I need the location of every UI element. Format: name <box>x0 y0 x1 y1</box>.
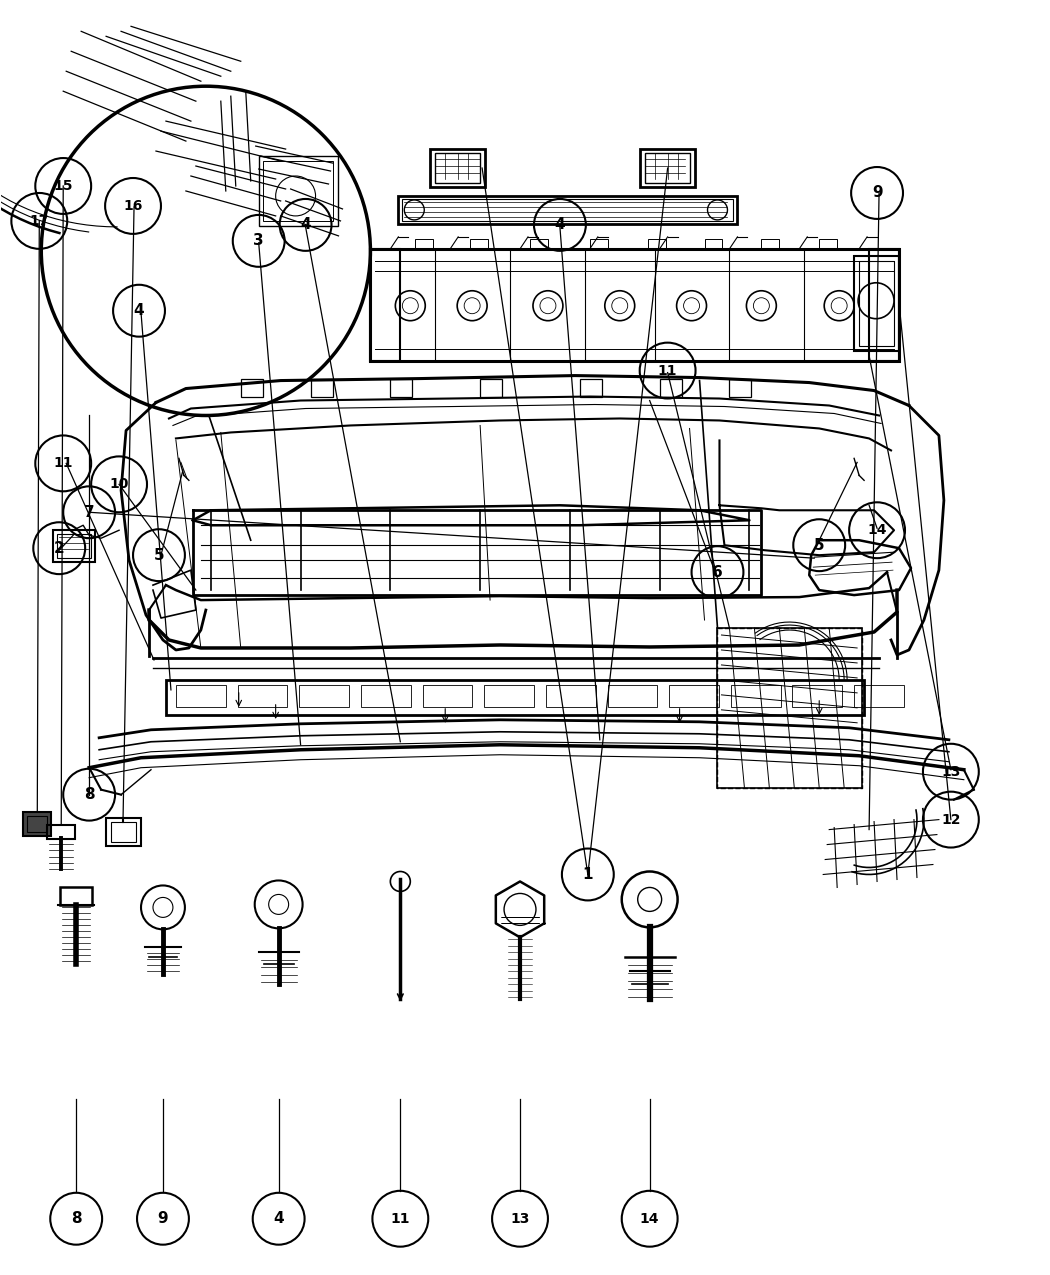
Bar <box>669 685 719 706</box>
Bar <box>530 238 548 249</box>
Bar <box>869 249 899 361</box>
Text: 16: 16 <box>123 199 143 213</box>
Bar <box>819 238 837 249</box>
Bar <box>371 249 400 361</box>
Bar <box>416 238 434 249</box>
Text: 3: 3 <box>253 233 264 249</box>
Bar <box>470 238 488 249</box>
Bar <box>580 379 602 397</box>
Text: 8: 8 <box>71 1211 82 1227</box>
Bar <box>237 685 288 706</box>
Bar <box>361 685 411 706</box>
Bar <box>402 199 734 221</box>
Bar <box>258 156 338 226</box>
Bar <box>391 379 413 397</box>
Text: 4: 4 <box>554 218 565 232</box>
Bar <box>106 817 141 845</box>
Bar <box>27 816 47 831</box>
Bar <box>240 379 262 397</box>
Bar <box>659 379 681 397</box>
Text: 13: 13 <box>510 1211 529 1225</box>
Text: 4: 4 <box>133 303 144 319</box>
Bar <box>793 685 842 706</box>
Text: 14: 14 <box>867 523 887 537</box>
Bar <box>58 534 91 558</box>
Text: 9: 9 <box>158 1211 168 1227</box>
Text: 2: 2 <box>54 541 65 556</box>
Bar <box>761 238 779 249</box>
Text: 14: 14 <box>639 1211 659 1225</box>
Bar <box>54 530 96 562</box>
Bar <box>608 685 657 706</box>
Text: 7: 7 <box>84 505 94 520</box>
Bar <box>299 685 349 706</box>
Text: 1: 1 <box>583 867 593 882</box>
Bar <box>546 685 595 706</box>
Bar <box>484 685 534 706</box>
Text: 5: 5 <box>153 548 164 562</box>
Text: 10: 10 <box>109 477 129 491</box>
Bar <box>111 821 136 842</box>
Text: 17: 17 <box>29 214 49 228</box>
Text: 6: 6 <box>712 565 722 580</box>
Bar <box>859 261 894 346</box>
Bar <box>590 238 608 249</box>
Bar <box>311 379 333 397</box>
Text: 12: 12 <box>941 812 961 826</box>
Bar <box>717 629 862 788</box>
Bar <box>430 149 485 187</box>
Bar <box>60 887 92 905</box>
Text: 9: 9 <box>872 185 882 200</box>
Bar <box>262 161 333 221</box>
Bar <box>371 249 899 361</box>
Bar <box>176 685 226 706</box>
Text: 11: 11 <box>54 456 72 470</box>
Bar <box>645 153 690 184</box>
Text: 4: 4 <box>273 1211 284 1227</box>
Bar <box>398 196 737 224</box>
Bar <box>422 685 472 706</box>
Bar <box>731 685 781 706</box>
Bar <box>166 680 864 715</box>
Bar <box>436 153 480 184</box>
Bar <box>705 238 722 249</box>
Text: 11: 11 <box>391 1211 411 1225</box>
Bar <box>480 379 502 397</box>
Text: 15: 15 <box>54 179 72 193</box>
Bar <box>23 812 51 835</box>
Text: 13: 13 <box>941 765 961 779</box>
Text: 8: 8 <box>84 787 94 802</box>
Text: 4: 4 <box>300 218 311 232</box>
Bar <box>648 238 666 249</box>
Bar <box>47 825 76 839</box>
Text: 5: 5 <box>814 538 824 552</box>
Bar <box>854 685 904 706</box>
Bar <box>854 256 899 351</box>
Bar <box>730 379 752 397</box>
Text: 11: 11 <box>658 363 677 377</box>
Bar <box>639 149 694 187</box>
